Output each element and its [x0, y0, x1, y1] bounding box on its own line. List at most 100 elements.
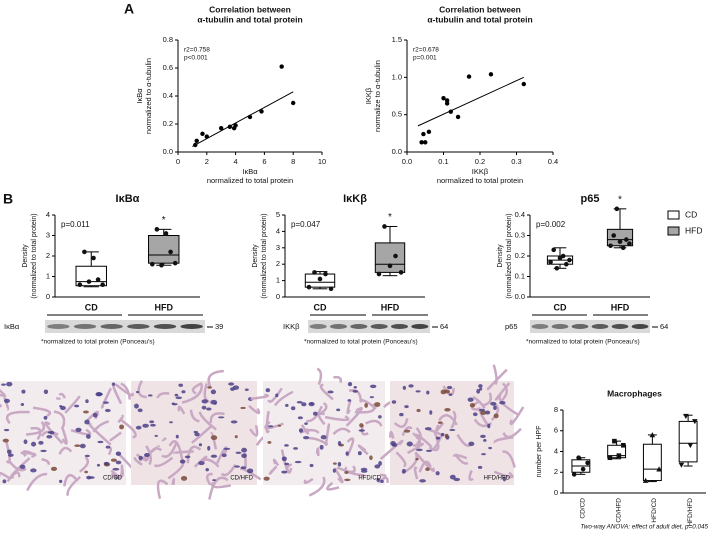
- tissue-strand: [189, 409, 200, 423]
- nucleus: [332, 462, 337, 465]
- nucleus: [115, 460, 122, 465]
- tissue-strand: [500, 382, 508, 403]
- x-axis-label: IκBα: [242, 167, 258, 176]
- annotation: p<0.001: [184, 55, 208, 62]
- nucleus: [347, 399, 352, 402]
- y-tick-label: 2: [554, 467, 558, 476]
- tissue-strand: [26, 420, 46, 436]
- nucleus: [46, 434, 53, 439]
- nucleus: [290, 406, 296, 411]
- data-point: [614, 206, 620, 212]
- y-tick-label: 5: [276, 210, 280, 219]
- tissue-strand: [354, 403, 376, 414]
- tissue-strand: [332, 427, 351, 436]
- nucleus: [213, 402, 217, 405]
- tissue-strand: [248, 404, 261, 415]
- x-tick-label: CD/HFD: [615, 498, 622, 523]
- data-point: [393, 253, 398, 259]
- nucleus: [453, 477, 461, 482]
- y-axis-label: (normalized to total protein): [31, 213, 38, 298]
- tissue-strand: [249, 425, 259, 437]
- annotation: p=0.047: [291, 220, 321, 229]
- chart-title: IκBα: [116, 193, 140, 205]
- nucleus: [487, 423, 491, 429]
- nucleus: [449, 474, 456, 480]
- nucleus: [444, 407, 451, 412]
- tissue-strand: [156, 479, 169, 499]
- tissue-strand: [58, 446, 73, 455]
- data-point: [642, 477, 649, 483]
- nucleus: [111, 382, 116, 386]
- nucleus: [174, 393, 179, 397]
- tissue-strand: [468, 469, 474, 481]
- blot-band: [153, 324, 177, 329]
- tissue-strand: [145, 447, 162, 462]
- nucleus: [241, 453, 247, 458]
- data-point: [554, 266, 560, 271]
- tissue-strand: [205, 472, 213, 486]
- nucleus: [369, 455, 373, 461]
- y-axis-label: normalize to α-tubulin: [373, 60, 382, 132]
- nucleus: [2, 479, 7, 484]
- blot-band: [631, 324, 649, 329]
- blot-strip: [530, 320, 650, 333]
- tissue-strand: [153, 456, 174, 468]
- tissue-strand: [210, 481, 232, 489]
- nucleus: [484, 410, 491, 415]
- y-axis-label: IKKβ: [364, 87, 373, 104]
- tissue-strand: [415, 427, 422, 445]
- tissue-strand: [3, 396, 10, 411]
- data-point: [91, 255, 96, 261]
- tissue-strand: [365, 419, 383, 427]
- nucleus: [115, 451, 122, 456]
- x-tick-label: 2: [205, 157, 209, 166]
- nucleus: [404, 405, 409, 409]
- annotation: p=0.001: [413, 55, 437, 62]
- tissue-strand: [285, 463, 293, 473]
- nucleus: [440, 432, 445, 437]
- blot-band: [611, 324, 629, 329]
- data-point: [608, 243, 613, 249]
- tissue-strand: [63, 473, 78, 487]
- nucleus: [59, 479, 63, 484]
- size-label: 64: [660, 322, 668, 331]
- nucleus: [312, 411, 318, 416]
- nucleus: [7, 449, 12, 454]
- annotation: p=0.002: [536, 220, 566, 229]
- nucleus: [435, 436, 441, 440]
- tissue-strand: [452, 453, 468, 460]
- blot-band: [329, 324, 348, 329]
- tissue-strand: [300, 424, 310, 435]
- data-point: [611, 233, 616, 238]
- blot-band: [73, 324, 97, 329]
- data-point: [580, 466, 586, 472]
- y-axis-label: (normalized to total protein): [506, 213, 513, 298]
- nucleus: [284, 444, 289, 447]
- blot-band: [411, 324, 429, 329]
- tissue-strand: [303, 477, 314, 484]
- nucleus: [344, 471, 349, 474]
- tissue-strand: [319, 383, 334, 401]
- nucleus: [435, 471, 440, 476]
- blot-note: *normalized to total protein (Ponceau's): [526, 339, 640, 346]
- tissue-strand: [401, 426, 413, 436]
- y-tick-label: 4: [276, 226, 280, 235]
- nucleus: [20, 402, 25, 406]
- nucleus: [404, 429, 411, 433]
- data-point: [154, 227, 160, 232]
- nucleus: [380, 479, 384, 484]
- nucleus: [103, 401, 109, 404]
- data-point: [616, 453, 622, 458]
- nucleus: [469, 402, 476, 408]
- data-point: [649, 432, 656, 438]
- data-point: [441, 96, 446, 101]
- nucleus: [198, 443, 203, 447]
- nucleus: [43, 389, 49, 395]
- nucleus: [426, 390, 430, 395]
- tissue-strand: [32, 406, 52, 417]
- y-tick-label: 3: [276, 243, 280, 252]
- tissue-strand: [450, 410, 457, 429]
- tissue-strand: [429, 434, 443, 451]
- data-point: [448, 109, 453, 114]
- nucleus: [1, 383, 6, 386]
